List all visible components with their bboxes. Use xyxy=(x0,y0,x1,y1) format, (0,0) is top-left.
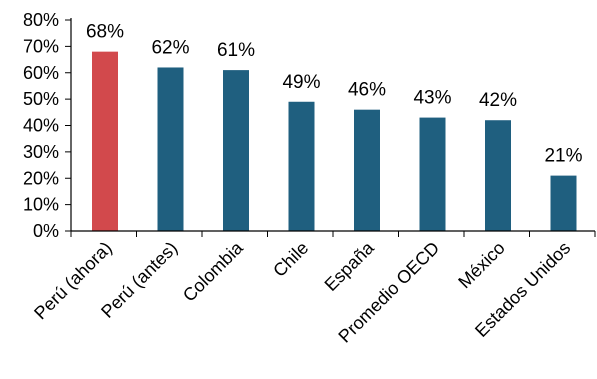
y-axis-ticks: 0% 10% 20% 30% 40% 50% 60% 70% 80% xyxy=(23,10,71,241)
data-label: 49% xyxy=(282,72,320,93)
axes-group xyxy=(70,18,596,237)
value-labels-group: 68% 62% 61% 49% 46% 43% 42% 21% xyxy=(86,22,583,167)
x-tick-label: Colombia xyxy=(179,237,248,306)
bar xyxy=(288,101,315,231)
bar xyxy=(354,109,380,231)
data-label: 42% xyxy=(479,90,517,111)
data-label: 46% xyxy=(348,80,386,101)
bar xyxy=(485,120,511,231)
x-tick-label: Chile xyxy=(269,238,312,281)
bar xyxy=(157,67,184,231)
bar xyxy=(419,117,446,231)
y-tick-label: 0% xyxy=(33,221,59,241)
data-label: 21% xyxy=(544,146,582,167)
y-tick-label: 50% xyxy=(23,89,59,109)
data-label: 62% xyxy=(151,37,189,58)
bars-group xyxy=(92,51,577,232)
x-tick-label: México xyxy=(454,238,508,292)
y-tick-label: 10% xyxy=(23,195,59,215)
bar xyxy=(92,51,118,232)
y-tick-label: 30% xyxy=(23,142,59,162)
y-tick-label: 70% xyxy=(23,36,59,56)
data-label: 43% xyxy=(413,88,451,109)
x-axis-labels: Perú (ahora)Perú (antes)Colombia Chile Esp… xyxy=(30,237,574,347)
y-tick-label: 40% xyxy=(23,116,59,136)
data-label: 68% xyxy=(86,22,124,43)
bar xyxy=(223,70,249,231)
y-tick-label: 60% xyxy=(23,63,59,83)
x-tick-label: España xyxy=(321,237,379,295)
data-label: 61% xyxy=(217,40,255,61)
y-tick-label: 80% xyxy=(23,10,59,30)
bar xyxy=(550,175,577,231)
y-tick-label: 20% xyxy=(23,168,59,188)
